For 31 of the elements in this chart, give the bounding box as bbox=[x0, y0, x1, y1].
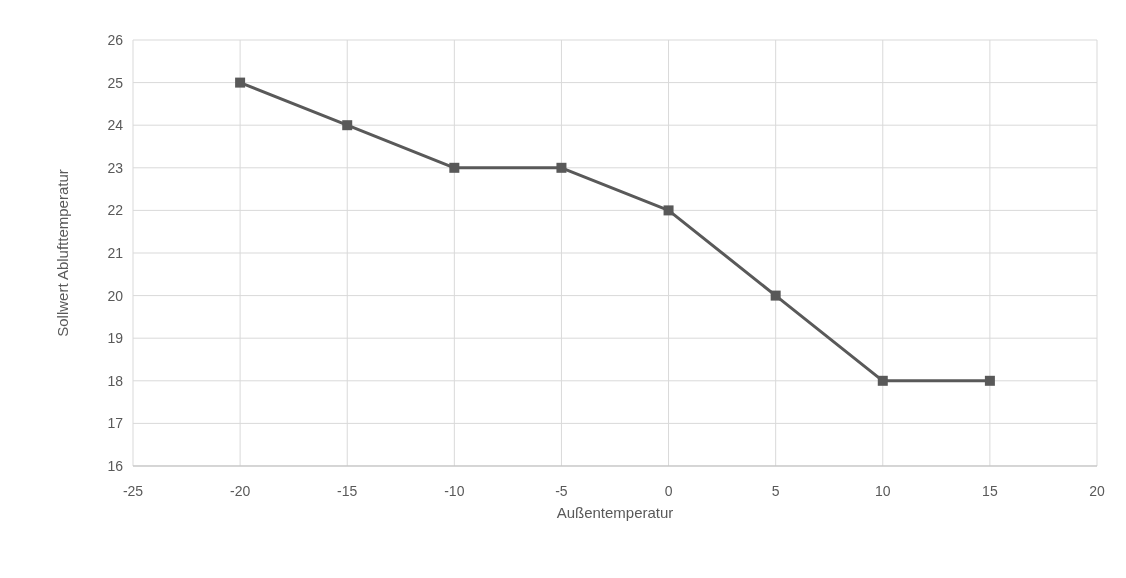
x-tick-label: -5 bbox=[555, 483, 568, 499]
x-tick-label: 15 bbox=[982, 483, 998, 499]
y-tick-label: 19 bbox=[107, 330, 124, 347]
x-tick-label: -25 bbox=[122, 483, 144, 499]
y-tick-label: 22 bbox=[107, 202, 124, 219]
point bbox=[235, 77, 246, 88]
y-tick-label: 26 bbox=[107, 31, 124, 48]
y-axis-title: Sollwert Ablufttemperatur bbox=[54, 169, 71, 337]
point bbox=[342, 120, 353, 131]
point bbox=[877, 375, 888, 386]
x-tick-label: -20 bbox=[229, 483, 251, 499]
y-tick-label: 18 bbox=[107, 372, 124, 389]
x-tick-label: 5 bbox=[771, 483, 780, 499]
x-tick-label: -15 bbox=[337, 483, 358, 499]
y-tick-label: 21 bbox=[107, 244, 124, 261]
x-tick-label: -10 bbox=[444, 483, 465, 499]
point bbox=[556, 162, 567, 173]
point bbox=[984, 375, 995, 386]
point bbox=[449, 162, 460, 173]
y-tick-label: 16 bbox=[107, 457, 124, 474]
x-tick-label: 0 bbox=[664, 483, 673, 499]
y-tick-label: 23 bbox=[107, 159, 124, 176]
x-tick-label: 10 bbox=[874, 483, 891, 499]
point bbox=[663, 205, 674, 216]
x-axis-title: Außentemperatur bbox=[556, 504, 674, 521]
y-tick-label: 24 bbox=[107, 117, 124, 134]
y-tick-label: 25 bbox=[107, 74, 124, 91]
y-tick-label: 17 bbox=[107, 415, 124, 432]
y-tick-label: 20 bbox=[107, 287, 124, 304]
x-tick-label: 20 bbox=[1089, 483, 1105, 499]
point bbox=[770, 290, 781, 301]
